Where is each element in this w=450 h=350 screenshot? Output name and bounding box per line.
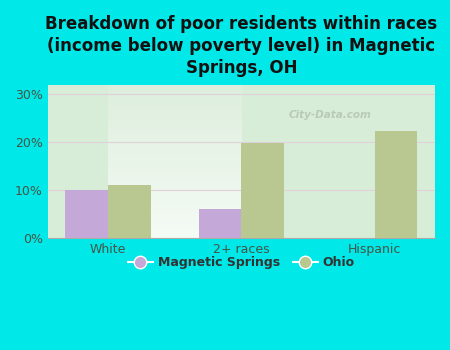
Text: City-Data.com: City-Data.com: [289, 110, 372, 120]
Bar: [65, 190, 108, 238]
Legend: Magnetic Springs, Ohio: Magnetic Springs, Ohio: [123, 251, 360, 274]
Bar: [241, 143, 284, 238]
Title: Breakdown of poor residents within races
(income below poverty level) in Magneti: Breakdown of poor residents within races…: [45, 15, 437, 77]
Bar: [108, 185, 151, 238]
Bar: [375, 131, 418, 238]
Bar: [199, 209, 241, 238]
